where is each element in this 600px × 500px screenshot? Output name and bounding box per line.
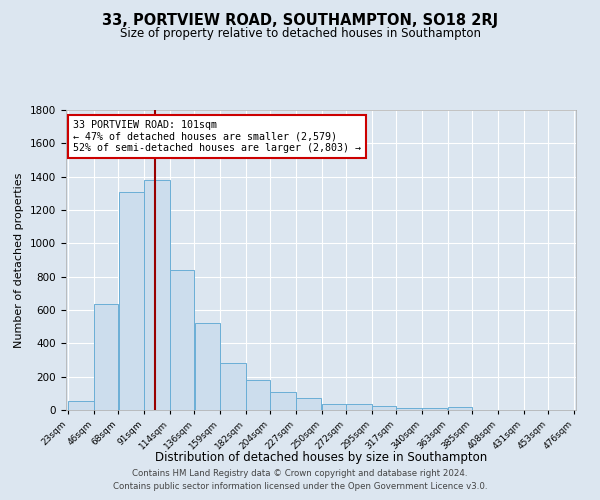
Text: Distribution of detached houses by size in Southampton: Distribution of detached houses by size …: [155, 451, 487, 464]
Bar: [322, 404, 346, 410]
Bar: [220, 362, 245, 410]
Bar: [397, 408, 422, 410]
Text: Contains HM Land Registry data © Crown copyright and database right 2024.: Contains HM Land Registry data © Crown c…: [132, 468, 468, 477]
Bar: [119, 192, 144, 410]
Bar: [422, 408, 448, 410]
Bar: [346, 404, 371, 410]
Bar: [94, 304, 118, 410]
Text: 33 PORTVIEW ROAD: 101sqm
← 47% of detached houses are smaller (2,579)
52% of sem: 33 PORTVIEW ROAD: 101sqm ← 47% of detach…: [73, 120, 361, 153]
Bar: [246, 380, 270, 410]
Bar: [372, 406, 396, 410]
Text: Contains public sector information licensed under the Open Government Licence v3: Contains public sector information licen…: [113, 482, 487, 491]
Bar: [448, 407, 472, 410]
Bar: [194, 322, 220, 410]
Text: 33, PORTVIEW ROAD, SOUTHAMPTON, SO18 2RJ: 33, PORTVIEW ROAD, SOUTHAMPTON, SO18 2RJ: [102, 12, 498, 28]
Bar: [296, 398, 322, 410]
Bar: [144, 180, 170, 410]
Bar: [170, 270, 194, 410]
Bar: [271, 392, 296, 410]
Bar: [68, 400, 94, 410]
Y-axis label: Number of detached properties: Number of detached properties: [14, 172, 25, 348]
Text: Size of property relative to detached houses in Southampton: Size of property relative to detached ho…: [119, 28, 481, 40]
